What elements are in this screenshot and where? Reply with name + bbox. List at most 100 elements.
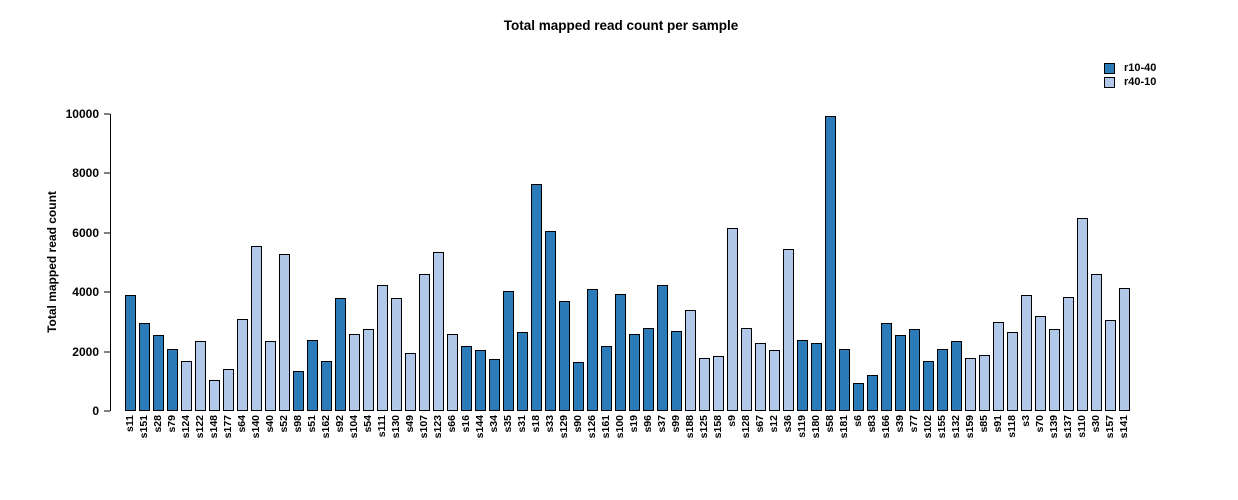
bar-s34 [489, 359, 500, 411]
x-tick-label: s77 [908, 415, 920, 433]
bar-s40 [265, 341, 276, 411]
bar-column: s6 [852, 382, 864, 427]
legend-label: r10-40 [1124, 62, 1157, 74]
bar-column: s67 [754, 342, 766, 433]
bar-column: s92 [334, 298, 346, 433]
x-tick-label: s107 [418, 415, 430, 439]
bar-column: s128 [740, 327, 752, 438]
x-tick-label: s119 [796, 415, 808, 438]
bar-s118 [1007, 332, 1018, 411]
x-tick-label: s36 [782, 415, 794, 433]
bar-column: s122 [194, 341, 206, 438]
x-tick-label: s83 [866, 415, 878, 433]
bar-s12 [769, 350, 780, 411]
bar-s90 [573, 362, 584, 411]
legend-swatch-r10-40 [1104, 63, 1115, 74]
x-tick-label: s148 [208, 415, 220, 439]
bars-row: s11 s151 s28 s79 s124 s122 s148 s177 s64 s140 s40 s… [124, 114, 1133, 438]
x-tick-label: s180 [810, 415, 822, 439]
bar-s139 [1049, 329, 1060, 411]
y-tick-mark [104, 291, 110, 293]
x-tick-label: s99 [670, 415, 682, 433]
y-axis: 0 2000 4000 6000 8000 10000 [0, 107, 110, 418]
x-tick-label: s124 [180, 415, 192, 439]
bar-column: s18 [530, 183, 542, 433]
plot-area: s11 s151 s28 s79 s124 s122 s148 s177 s64 s140 s40 s… [110, 114, 1141, 438]
bar-s180 [811, 342, 822, 411]
bar-s125 [699, 357, 710, 411]
bar-column: s137 [1062, 296, 1074, 438]
bar-column: s158 [712, 356, 724, 438]
bar-s151 [139, 323, 150, 411]
bar-s98 [293, 370, 304, 411]
x-tick-label: s28 [152, 415, 164, 433]
x-tick-label: s64 [236, 415, 248, 433]
bar-column: s40 [264, 341, 276, 433]
bar-column: s118 [1006, 332, 1018, 438]
x-tick-label: s6 [852, 415, 864, 427]
bar-column: s159 [964, 357, 976, 438]
bar-s37 [657, 284, 668, 411]
bar-column: s49 [404, 353, 416, 433]
x-tick-label: s54 [362, 415, 374, 433]
bar-s181 [839, 348, 850, 411]
bar-column: s162 [320, 360, 332, 438]
bar-column: s177 [222, 369, 234, 438]
bar-s83 [867, 375, 878, 411]
x-tick-label: s158 [712, 415, 724, 439]
bar-s16 [461, 345, 472, 411]
bar-column: s148 [208, 379, 220, 438]
bar-s28 [153, 335, 164, 411]
bar-s128 [741, 327, 752, 411]
y-tick-label: 6000 [72, 225, 99, 240]
bar-s35 [503, 290, 514, 411]
x-tick-label: s151 [138, 415, 150, 439]
bar-s77 [909, 329, 920, 411]
x-tick-label: s102 [922, 415, 934, 439]
x-tick-label: s66 [446, 415, 458, 433]
bar-column: s155 [936, 348, 948, 438]
bar-s132 [951, 341, 962, 411]
bar-column: s37 [656, 284, 668, 433]
x-tick-label: s132 [950, 415, 962, 439]
bar-column: s96 [642, 327, 654, 433]
x-tick-label: s159 [964, 415, 976, 439]
x-tick-label: s155 [936, 415, 948, 439]
x-tick-label: s129 [558, 415, 570, 439]
x-tick-label: s35 [502, 415, 514, 433]
bar-s79 [167, 348, 178, 411]
bar-s104 [349, 333, 360, 411]
bar-s67 [755, 342, 766, 411]
x-tick-label: s166 [880, 415, 892, 439]
bar-column: s139 [1048, 329, 1060, 438]
x-tick-label: s123 [432, 415, 444, 439]
bar-s123 [433, 252, 444, 411]
bar-s159 [965, 357, 976, 411]
bar-column: s33 [544, 231, 556, 433]
bar-s99 [671, 330, 682, 411]
x-tick-label: s162 [320, 415, 332, 439]
bar-column: s102 [922, 360, 934, 438]
bar-s129 [559, 301, 570, 411]
y-tick-label: 8000 [72, 166, 99, 181]
bar-column: s3 [1020, 295, 1032, 427]
bar-column: s30 [1090, 274, 1102, 433]
bar-column: s12 [768, 350, 780, 433]
bar-column: s124 [180, 360, 192, 438]
x-tick-label: s98 [292, 415, 304, 433]
chart-title: Total mapped read count per sample [503, 18, 739, 33]
bar-s52 [279, 253, 290, 411]
bar-s18 [531, 183, 542, 411]
x-tick-label: s104 [348, 415, 360, 439]
bar-s158 [713, 356, 724, 411]
x-tick-label: s125 [698, 415, 710, 439]
bar-column: s19 [628, 333, 640, 433]
bar-column: s166 [880, 323, 892, 438]
bar-column: s28 [152, 335, 164, 433]
bar-column: s161 [600, 345, 612, 438]
legend-label: r40-10 [1124, 76, 1157, 88]
bar-s11 [125, 295, 136, 411]
bar-column: s79 [166, 348, 178, 433]
bar-s9 [727, 228, 738, 411]
